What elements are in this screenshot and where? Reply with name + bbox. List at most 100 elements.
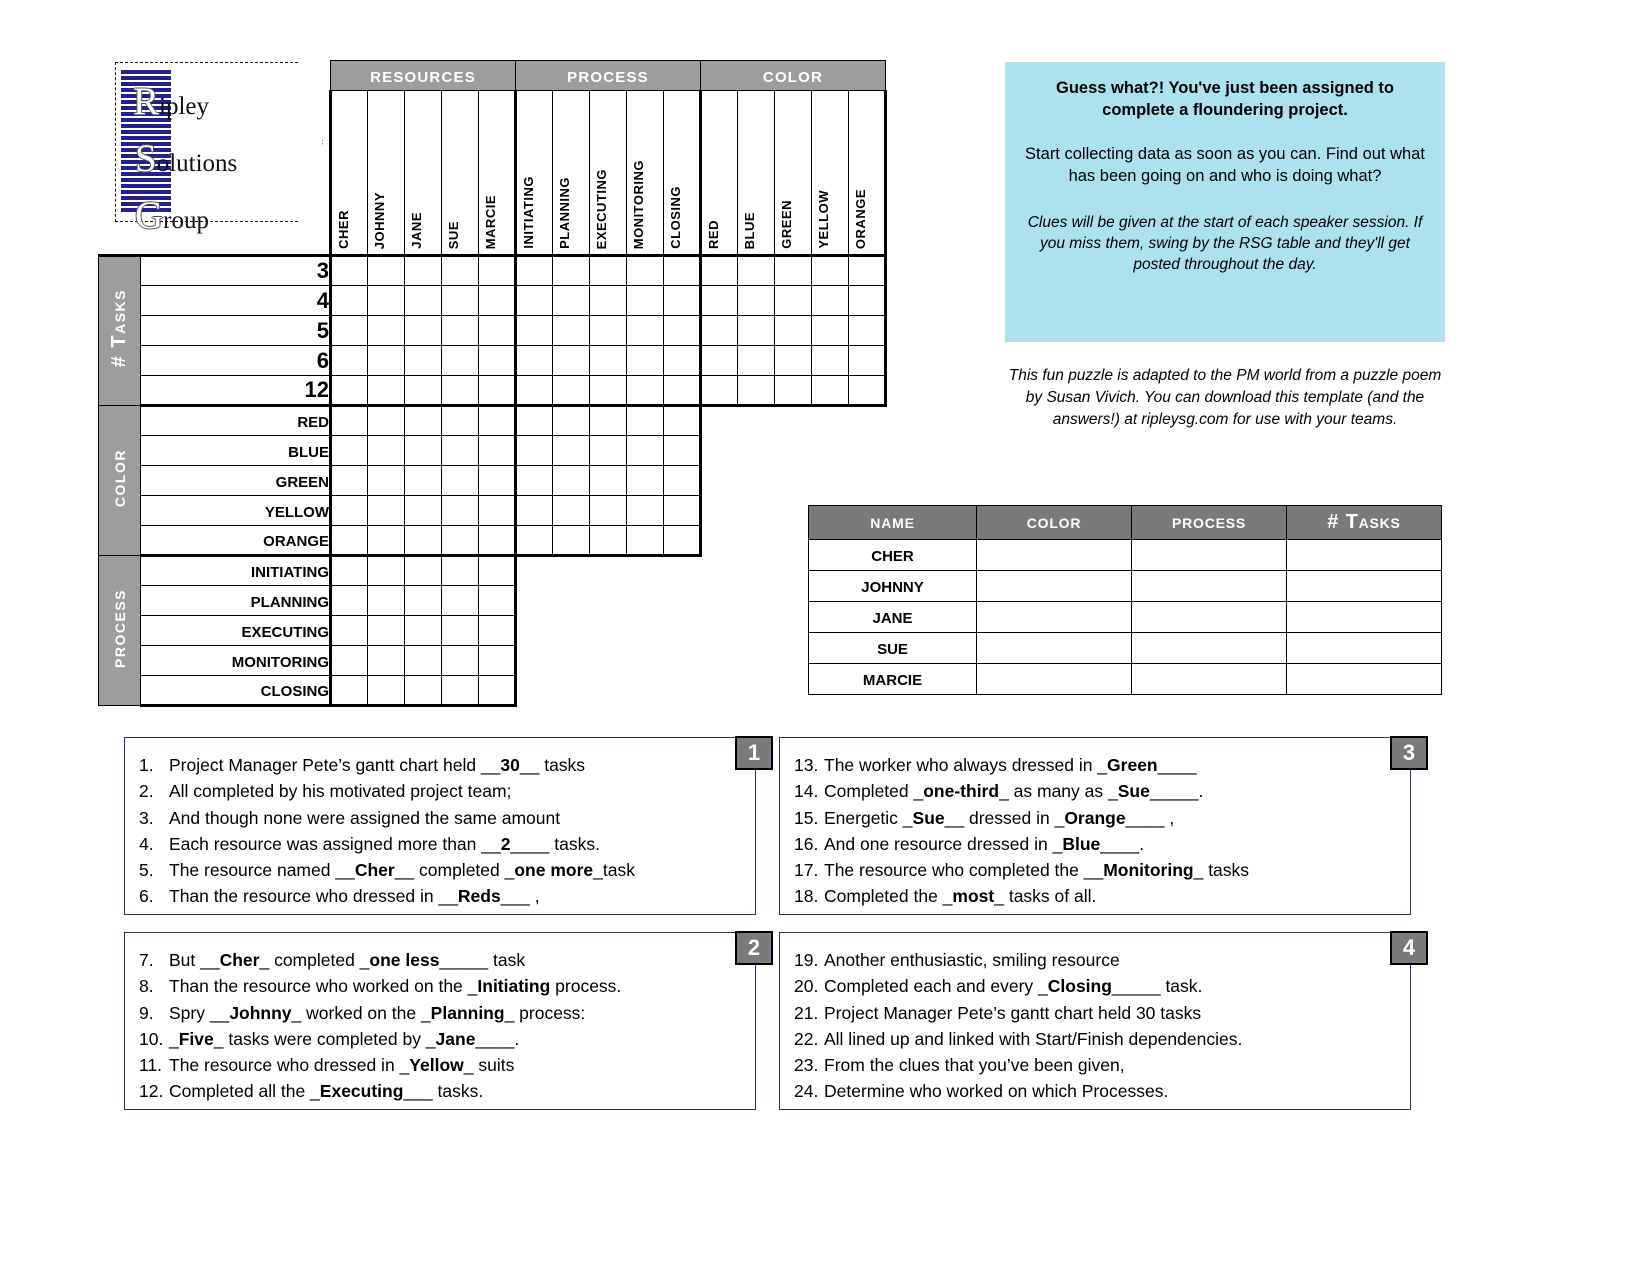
answer-cell-color[interactable] xyxy=(976,632,1132,664)
grid-cell[interactable] xyxy=(441,615,479,646)
grid-cell[interactable] xyxy=(441,495,479,526)
grid-cell[interactable] xyxy=(441,525,479,557)
grid-cell[interactable] xyxy=(589,375,627,407)
grid-cell[interactable] xyxy=(478,254,517,286)
grid-cell[interactable] xyxy=(515,285,553,316)
grid-cell[interactable] xyxy=(626,525,664,557)
grid-cell[interactable] xyxy=(663,435,702,466)
grid-cell[interactable] xyxy=(478,285,517,316)
grid-cell[interactable] xyxy=(552,315,590,346)
grid-cell[interactable] xyxy=(552,465,590,496)
grid-cell[interactable] xyxy=(515,465,553,496)
grid-cell[interactable] xyxy=(515,315,553,346)
grid-cell[interactable] xyxy=(626,465,664,496)
grid-cell[interactable] xyxy=(700,375,738,407)
grid-cell[interactable] xyxy=(404,615,442,646)
answer-cell-tasks[interactable] xyxy=(1286,539,1442,571)
grid-cell[interactable] xyxy=(441,435,479,466)
grid-cell[interactable] xyxy=(404,375,442,407)
grid-cell[interactable] xyxy=(404,435,442,466)
answer-cell-process[interactable] xyxy=(1131,539,1287,571)
grid-cell[interactable] xyxy=(663,254,702,286)
grid-cell[interactable] xyxy=(774,285,812,316)
grid-cell[interactable] xyxy=(774,375,812,407)
grid-cell[interactable] xyxy=(478,675,517,707)
grid-cell[interactable] xyxy=(329,585,368,616)
grid-cell[interactable] xyxy=(589,435,627,466)
answer-cell-process[interactable] xyxy=(1131,663,1287,695)
answer-cell-tasks[interactable] xyxy=(1286,570,1442,602)
grid-cell[interactable] xyxy=(589,465,627,496)
grid-cell[interactable] xyxy=(774,315,812,346)
grid-cell[interactable] xyxy=(478,435,517,466)
grid-cell[interactable] xyxy=(441,254,479,286)
grid-cell[interactable] xyxy=(367,495,405,526)
grid-cell[interactable] xyxy=(552,285,590,316)
grid-cell[interactable] xyxy=(515,525,553,557)
grid-cell[interactable] xyxy=(329,525,368,557)
grid-cell[interactable] xyxy=(404,345,442,376)
grid-cell[interactable] xyxy=(329,435,368,466)
grid-cell[interactable] xyxy=(552,375,590,407)
grid-cell[interactable] xyxy=(441,645,479,676)
grid-cell[interactable] xyxy=(404,645,442,676)
grid-cell[interactable] xyxy=(552,435,590,466)
grid-cell[interactable] xyxy=(811,315,849,346)
grid-cell[interactable] xyxy=(441,555,479,586)
answer-cell-color[interactable] xyxy=(976,539,1132,571)
grid-cell[interactable] xyxy=(848,375,887,407)
grid-cell[interactable] xyxy=(367,315,405,346)
grid-cell[interactable] xyxy=(441,675,479,707)
grid-cell[interactable] xyxy=(367,555,405,586)
grid-cell[interactable] xyxy=(589,495,627,526)
grid-cell[interactable] xyxy=(811,345,849,376)
grid-cell[interactable] xyxy=(737,254,775,286)
grid-cell[interactable] xyxy=(404,675,442,707)
grid-cell[interactable] xyxy=(367,254,405,286)
grid-cell[interactable] xyxy=(737,345,775,376)
grid-cell[interactable] xyxy=(478,645,517,676)
answer-cell-tasks[interactable] xyxy=(1286,632,1442,664)
grid-cell[interactable] xyxy=(478,405,517,436)
grid-cell[interactable] xyxy=(329,375,368,407)
grid-cell[interactable] xyxy=(626,405,664,436)
grid-cell[interactable] xyxy=(404,525,442,557)
grid-cell[interactable] xyxy=(589,345,627,376)
grid-cell[interactable] xyxy=(329,615,368,646)
grid-cell[interactable] xyxy=(848,345,887,376)
grid-cell[interactable] xyxy=(626,435,664,466)
grid-cell[interactable] xyxy=(663,495,702,526)
grid-cell[interactable] xyxy=(589,525,627,557)
grid-cell[interactable] xyxy=(367,675,405,707)
grid-cell[interactable] xyxy=(329,555,368,586)
grid-cell[interactable] xyxy=(737,375,775,407)
grid-cell[interactable] xyxy=(663,525,702,557)
grid-cell[interactable] xyxy=(515,345,553,376)
grid-cell[interactable] xyxy=(367,585,405,616)
grid-cell[interactable] xyxy=(404,285,442,316)
grid-cell[interactable] xyxy=(478,375,517,407)
grid-cell[interactable] xyxy=(848,254,887,286)
grid-cell[interactable] xyxy=(663,375,702,407)
grid-cell[interactable] xyxy=(404,405,442,436)
answer-cell-tasks[interactable] xyxy=(1286,601,1442,633)
grid-cell[interactable] xyxy=(367,645,405,676)
answer-cell-process[interactable] xyxy=(1131,632,1287,664)
grid-cell[interactable] xyxy=(515,405,553,436)
grid-cell[interactable] xyxy=(848,315,887,346)
grid-cell[interactable] xyxy=(811,254,849,286)
grid-cell[interactable] xyxy=(367,525,405,557)
grid-cell[interactable] xyxy=(329,495,368,526)
grid-cell[interactable] xyxy=(663,465,702,496)
grid-cell[interactable] xyxy=(515,435,553,466)
grid-cell[interactable] xyxy=(811,375,849,407)
grid-cell[interactable] xyxy=(737,315,775,346)
grid-cell[interactable] xyxy=(626,495,664,526)
grid-cell[interactable] xyxy=(329,675,368,707)
grid-cell[interactable] xyxy=(329,254,368,286)
grid-cell[interactable] xyxy=(404,555,442,586)
grid-cell[interactable] xyxy=(700,315,738,346)
grid-cell[interactable] xyxy=(478,465,517,496)
grid-cell[interactable] xyxy=(367,615,405,646)
answer-cell-color[interactable] xyxy=(976,601,1132,633)
